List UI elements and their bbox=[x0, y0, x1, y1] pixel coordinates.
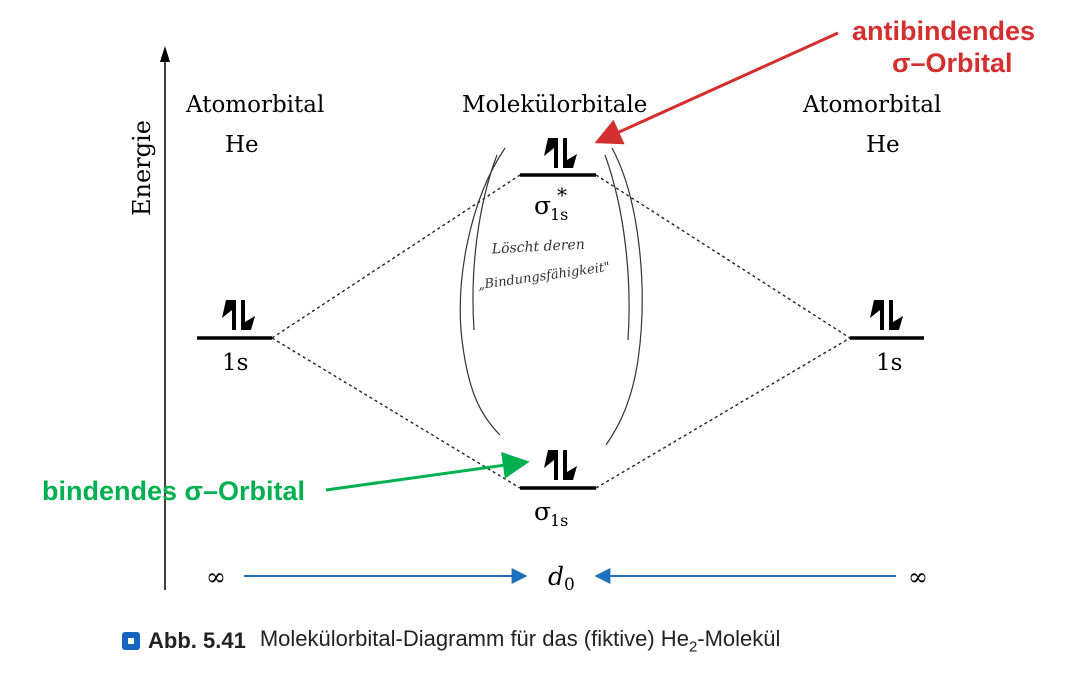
distance-d0: d0 bbox=[548, 562, 575, 595]
label-bonding-sub: 1s bbox=[550, 511, 568, 530]
label-antibonding-sigma: σ bbox=[534, 191, 551, 220]
energy-axis-arrowhead bbox=[160, 46, 170, 62]
label-bonding-sigma: σ bbox=[534, 497, 551, 526]
header-right-line1: Atomorbital bbox=[802, 92, 941, 118]
label-left-1s: 1s bbox=[222, 350, 248, 376]
handwritten-note-line1: Löscht deren bbox=[490, 237, 585, 258]
handwritten-curves bbox=[459, 147, 643, 446]
header-right-line2: He bbox=[866, 132, 900, 158]
annotation-antibonding-line1: antibindendes bbox=[852, 16, 1035, 46]
header-left-line2: He bbox=[225, 132, 259, 158]
spin-pair-bonding bbox=[544, 450, 577, 480]
handwritten-note-line2: „Bindungsfähigkeit" bbox=[477, 260, 611, 293]
annotation-antibonding-line2: σ–Orbital bbox=[892, 48, 1013, 78]
spin-pair-antibonding bbox=[544, 138, 577, 168]
label-antibonding-sub: 1s bbox=[550, 205, 568, 224]
label-right-1s: 1s bbox=[876, 350, 902, 376]
caption-badge-icon bbox=[122, 632, 140, 650]
distance-right-infinity: ∞ bbox=[908, 563, 928, 591]
caption-number: Abb. 5.41 bbox=[148, 628, 246, 653]
figure-caption: Abb. 5.41 Molekülorbital-Diagramm für da… bbox=[122, 626, 780, 656]
caption-text: Molekülorbital-Diagramm für das (fiktive… bbox=[259, 626, 781, 656]
spin-pair-left bbox=[222, 300, 255, 330]
spin-pair-right bbox=[870, 300, 903, 330]
energy-axis-label: Energie bbox=[128, 120, 156, 216]
annotation-antibonding-arrow bbox=[594, 31, 839, 145]
distance-left-infinity: ∞ bbox=[206, 563, 226, 591]
header-left-line1: Atomorbital bbox=[185, 92, 324, 118]
label-antibonding-star: * bbox=[557, 183, 567, 207]
annotation-bonding-arrow bbox=[325, 451, 530, 492]
annotation-bonding: bindendes σ–Orbital bbox=[42, 476, 305, 506]
header-center-line1: Molekülorbitale bbox=[462, 92, 647, 118]
